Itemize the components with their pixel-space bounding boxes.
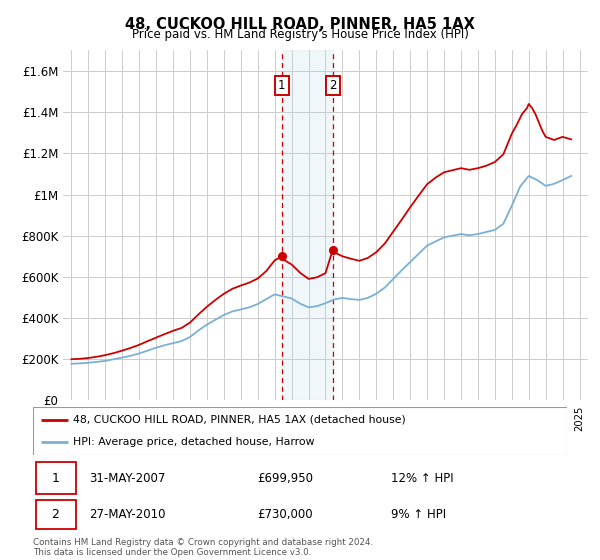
Text: 31-MAY-2007: 31-MAY-2007 xyxy=(89,472,166,485)
Text: 12% ↑ HPI: 12% ↑ HPI xyxy=(391,472,454,485)
Text: 2: 2 xyxy=(52,508,59,521)
Text: Price paid vs. HM Land Registry's House Price Index (HPI): Price paid vs. HM Land Registry's House … xyxy=(131,28,469,41)
Text: £699,950: £699,950 xyxy=(257,472,313,485)
Text: 48, CUCKOO HILL ROAD, PINNER, HA5 1AX: 48, CUCKOO HILL ROAD, PINNER, HA5 1AX xyxy=(125,17,475,32)
FancyBboxPatch shape xyxy=(35,500,76,529)
Text: 1: 1 xyxy=(278,79,286,92)
FancyBboxPatch shape xyxy=(35,462,76,494)
FancyBboxPatch shape xyxy=(33,407,567,455)
Bar xyxy=(282,50,332,400)
Text: 48, CUCKOO HILL ROAD, PINNER, HA5 1AX (detached house): 48, CUCKOO HILL ROAD, PINNER, HA5 1AX (d… xyxy=(73,415,406,425)
Text: 27-MAY-2010: 27-MAY-2010 xyxy=(89,508,166,521)
Text: 1: 1 xyxy=(52,472,59,485)
Text: 2: 2 xyxy=(329,79,337,92)
Text: Contains HM Land Registry data © Crown copyright and database right 2024.
This d: Contains HM Land Registry data © Crown c… xyxy=(33,538,373,557)
Text: 9% ↑ HPI: 9% ↑ HPI xyxy=(391,508,446,521)
Text: HPI: Average price, detached house, Harrow: HPI: Average price, detached house, Harr… xyxy=(73,437,314,447)
Text: £730,000: £730,000 xyxy=(257,508,313,521)
